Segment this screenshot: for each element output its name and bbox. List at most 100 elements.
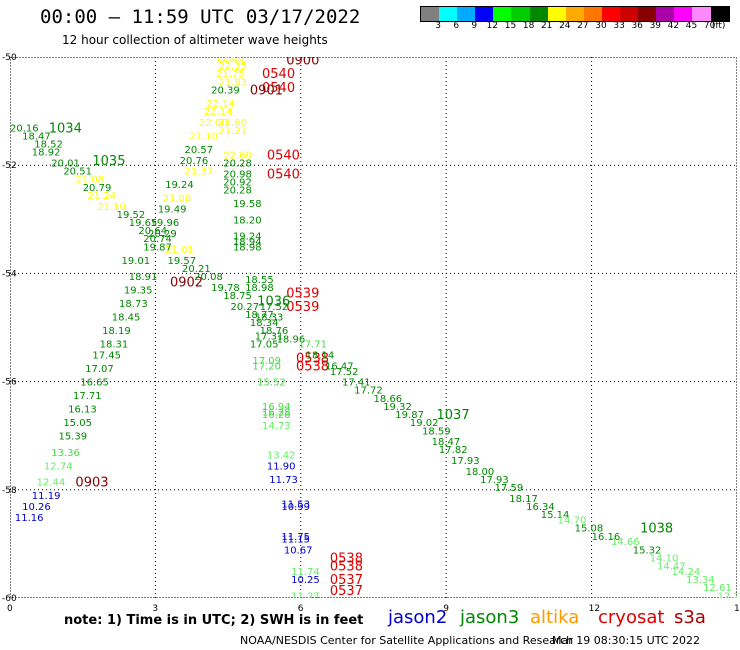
swh-value-label: 19.32 [383, 402, 412, 413]
swh-value-label: 16.65 [80, 378, 109, 389]
swh-value-label: 17.59 [495, 483, 524, 494]
swh-value-label: 18.33 [255, 313, 284, 324]
grid-lines [10, 57, 737, 598]
map-border [10, 57, 737, 598]
time-stamp-label: 0538 [330, 560, 363, 575]
color-swatch [656, 7, 675, 21]
swh-value-label: 15.14 [541, 510, 570, 521]
swh-value-label: 13. [730, 597, 737, 598]
swh-value-label: 20.27 [231, 302, 260, 313]
swh-value-label: 18.66 [374, 394, 403, 405]
swh-value-label: 19.02 [410, 418, 439, 429]
color-scale-label: 9 [471, 21, 478, 31]
swh-value-label: 17.45 [92, 351, 121, 362]
time-stamp-label: 1037 [437, 408, 470, 423]
swh-value-label: 18.98 [233, 242, 262, 253]
swh-value-label: 21.37 [184, 167, 213, 178]
color-swatch [674, 7, 693, 21]
page-title: 00:00 – 11:59 UTC 03/17/2022 [40, 6, 361, 28]
swh-value-label: 11.74 [291, 567, 320, 578]
note-text: note: 1) Time is in UTC; 2) SWH is in fe… [64, 613, 364, 628]
swh-value-label: 17.20 [252, 361, 281, 372]
generated-timestamp: Mar 19 08:30:15 UTC 2022 [552, 634, 700, 647]
color-scale-label: 30 [595, 21, 607, 31]
swh-value-label: 18.59 [422, 426, 451, 437]
swh-value-label: 22.14 [204, 107, 233, 118]
swh-value-label: 19.35 [124, 286, 153, 297]
swh-value-label: 18.17 [509, 494, 538, 505]
swh-value-label: 14.70 [558, 516, 587, 527]
swh-value-label: 12.61 [703, 583, 732, 594]
swh-value-label: 17.71 [298, 340, 327, 351]
swh-value-label: 21.08 [163, 194, 192, 205]
swh-value-label: 20.92 [223, 177, 252, 188]
swh-value-label: 10.26 [22, 502, 51, 513]
swh-value-label: 14.47 [657, 562, 686, 573]
swh-value-label: 11.27 [291, 591, 320, 598]
color-swatch [493, 7, 512, 21]
swh-value-label: 18.47 [22, 131, 51, 142]
color-swatch [692, 7, 711, 21]
color-swatch [475, 7, 494, 21]
time-stamp-label: 0539 [286, 286, 319, 301]
swh-value-label: 18.31 [100, 340, 129, 351]
swh-value-label: 17.93 [480, 475, 509, 486]
time-stamp-label: 0540 [262, 67, 295, 82]
swh-value-label: 19.57 [168, 256, 197, 267]
swh-value-label: 20.57 [184, 145, 213, 156]
color-swatch [439, 7, 458, 21]
swh-value-label: 20.29 [148, 229, 177, 240]
swh-value-label: 14.24 [672, 567, 701, 578]
color-swatch [565, 7, 584, 21]
swh-value-label: 20.08 [194, 272, 223, 283]
swh-value-label: 17.52 [330, 367, 359, 378]
swh-value-label: 16.47 [325, 361, 354, 372]
satellite-legend-cryosat: cryosat [598, 607, 665, 628]
satellite-legend-jason3: jason3 [460, 607, 520, 628]
x-tick-label: 15 [734, 604, 740, 614]
swh-value-label: 19.78 [211, 283, 240, 294]
swh-value-label: 18.55 [245, 275, 274, 286]
satellite-legend-altika: altika [530, 607, 580, 628]
swh-value-label: 18.91 [129, 272, 158, 283]
time-stamp-label: 0540 [262, 81, 295, 96]
color-scale-label: 27 [577, 21, 589, 31]
swh-value-label: 20.01 [51, 158, 80, 169]
swh-value-label: 17.41 [342, 378, 371, 389]
color-swatch [457, 7, 476, 21]
x-tick-label: 0 [7, 604, 13, 614]
swh-value-label: 16.94 [262, 402, 291, 413]
swh-value-label: 19.01 [121, 256, 150, 267]
color-scale-label: 39 [649, 21, 662, 31]
swh-value-label: 20.79 [83, 183, 112, 194]
swh-value-label: 17.31 [255, 332, 284, 343]
swh-value-label: 18.94 [233, 237, 262, 248]
time-stamp-label: 0539 [286, 300, 319, 315]
map-canvas: 0900054005400901054005401034103509020539… [10, 57, 737, 598]
swh-value-label: 22.00 [216, 57, 245, 64]
swh-values: 22.0022.3521.7521.8320.3922.1422.1422.00… [10, 57, 737, 598]
swh-value-label: 11.73 [269, 475, 298, 486]
swh-value-label: 12.74 [44, 461, 73, 472]
swh-value-label: 18.98 [245, 283, 274, 294]
swh-value-label: 16.28 [262, 410, 291, 421]
swh-value-label: 20.76 [180, 156, 209, 167]
color-swatch [529, 7, 548, 21]
swh-value-label: 15.05 [63, 418, 92, 429]
swh-value-label: 11.75 [281, 532, 310, 543]
swh-value-label: 14.73 [262, 421, 291, 432]
color-scale-label: 3 [435, 21, 441, 31]
swh-value-label: 15.32 [633, 545, 662, 556]
swh-value-label: 19.58 [233, 199, 262, 210]
swh-value-label: 17.93 [451, 456, 480, 467]
color-scale-label: 15 [504, 21, 517, 31]
swh-value-label: 17.52 [260, 302, 289, 313]
swh-value-label: 17.82 [439, 445, 468, 456]
time-stamp-label: 1036 [257, 294, 290, 309]
swh-value-label: 20.21 [182, 264, 211, 275]
swh-value-label: 13.34 [686, 575, 715, 586]
swh-value-label: 20.51 [63, 167, 92, 178]
swh-value-label: 21.75 [216, 69, 245, 80]
swh-value-label: 17.05 [250, 340, 279, 351]
swh-value-label: 21.21 [218, 126, 247, 137]
